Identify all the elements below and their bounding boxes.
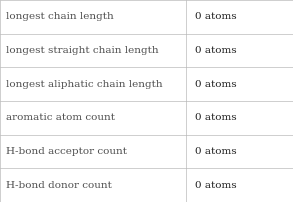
Text: 0 atoms: 0 atoms: [195, 147, 236, 156]
Text: 0 atoms: 0 atoms: [195, 46, 236, 55]
Text: aromatic atom count: aromatic atom count: [6, 113, 115, 122]
Text: 0 atoms: 0 atoms: [195, 113, 236, 122]
Text: H-bond acceptor count: H-bond acceptor count: [6, 147, 127, 156]
Text: 0 atoms: 0 atoms: [195, 80, 236, 89]
Text: H-bond donor count: H-bond donor count: [6, 181, 112, 190]
Text: longest aliphatic chain length: longest aliphatic chain length: [6, 80, 163, 89]
Text: longest chain length: longest chain length: [6, 12, 114, 21]
Text: longest straight chain length: longest straight chain length: [6, 46, 159, 55]
Text: 0 atoms: 0 atoms: [195, 181, 236, 190]
Text: 0 atoms: 0 atoms: [195, 12, 236, 21]
